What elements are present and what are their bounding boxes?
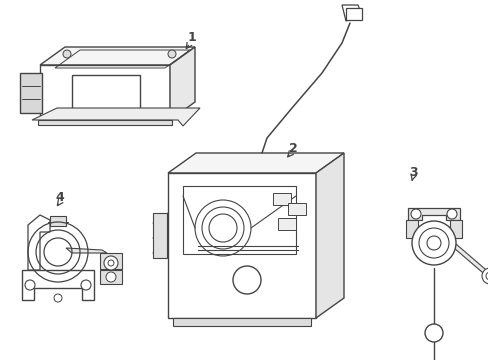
Circle shape [426,236,440,250]
Polygon shape [32,108,200,126]
Bar [346,8,361,20]
Bar [40,65,170,120]
Bar [38,120,172,125]
Circle shape [63,50,71,58]
Bar [50,216,66,226]
Text: 2: 2 [288,141,297,154]
Circle shape [54,294,62,302]
Circle shape [81,280,91,290]
Circle shape [418,228,448,258]
Circle shape [104,256,118,270]
Circle shape [424,324,442,342]
Polygon shape [66,248,107,253]
Circle shape [108,260,114,266]
Bar [100,270,122,284]
Circle shape [25,280,35,290]
Bar [153,213,167,258]
Bar [278,218,295,230]
Bar [405,220,417,238]
Bar [168,173,315,318]
Bar [173,318,310,326]
Circle shape [481,268,488,284]
Circle shape [410,209,420,219]
Circle shape [106,272,116,282]
Circle shape [446,209,456,219]
Polygon shape [28,215,50,270]
Bar [72,75,140,110]
Bar [287,203,305,215]
Bar [20,73,42,113]
Circle shape [168,50,176,58]
Polygon shape [315,153,343,318]
Circle shape [232,266,261,294]
Circle shape [485,272,488,280]
Polygon shape [407,208,459,220]
Text: 4: 4 [56,190,64,203]
Text: 1: 1 [187,31,196,44]
Polygon shape [453,244,488,278]
Polygon shape [40,47,195,65]
Bar [272,193,290,205]
Circle shape [411,221,455,265]
Polygon shape [168,153,343,173]
Bar [100,253,122,269]
Polygon shape [341,5,361,21]
Polygon shape [170,47,195,120]
Bar [183,186,295,254]
Bar [449,220,461,238]
Polygon shape [22,270,94,300]
Text: 3: 3 [408,166,416,179]
